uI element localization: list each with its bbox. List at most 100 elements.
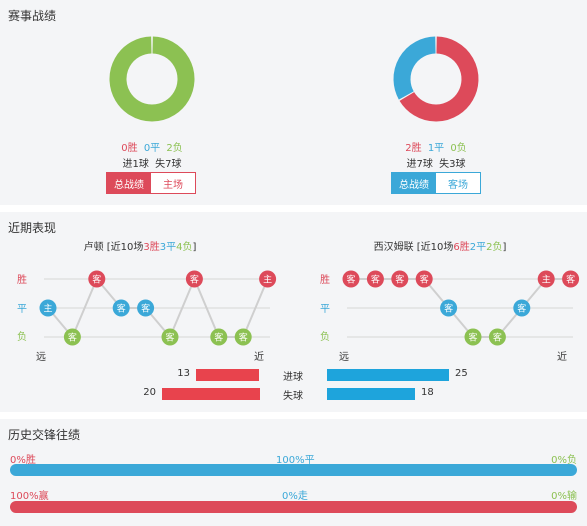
goals-conceded-label: 失球 bbox=[283, 391, 303, 402]
form-point-l bbox=[161, 328, 179, 346]
form-point-l bbox=[234, 328, 252, 346]
ring-segments bbox=[393, 36, 479, 122]
tab-away[interactable]: 客场 bbox=[436, 173, 480, 193]
form-line bbox=[351, 278, 571, 338]
axis-label-win: 胜 bbox=[320, 275, 330, 286]
form-point-label: 客 bbox=[68, 332, 77, 344]
axis-label-far: 远 bbox=[36, 352, 46, 363]
segment-win bbox=[10, 501, 577, 513]
form-point-w bbox=[537, 270, 555, 288]
left-record-tabs: 总战绩 主场 bbox=[106, 172, 196, 194]
left-goals-against: 失7球 bbox=[155, 159, 182, 170]
section-title: 近期表现 bbox=[8, 221, 57, 235]
right-record-ring bbox=[393, 36, 479, 122]
form-point-label: 客 bbox=[395, 274, 404, 286]
right-goals-for: 进7球 bbox=[406, 159, 433, 170]
segment-draw bbox=[10, 464, 577, 476]
form-point-w bbox=[366, 270, 384, 288]
form-point-d bbox=[513, 299, 531, 317]
axis-label-near: 近 bbox=[557, 352, 567, 363]
left-goals-for: 进1球 bbox=[122, 159, 149, 170]
form-point-label: 客 bbox=[92, 274, 101, 286]
form-point-label: 主 bbox=[263, 274, 272, 286]
axis-label-loss: 负 bbox=[17, 332, 27, 343]
form-point-d bbox=[39, 299, 57, 317]
form-point-w bbox=[88, 270, 106, 288]
form-point-w bbox=[562, 270, 580, 288]
right-record-summary: 2胜 1平 0负 bbox=[364, 139, 508, 154]
form-point-label: 客 bbox=[468, 332, 477, 344]
form-point-label: 客 bbox=[371, 274, 380, 286]
h2h-cover-push-pct: 0%走 bbox=[282, 491, 308, 502]
form-point-w bbox=[259, 270, 277, 288]
left-loss-count: 2负 bbox=[166, 143, 183, 154]
form-point-w bbox=[342, 270, 360, 288]
right-draw-count: 1平 bbox=[427, 143, 445, 154]
form-point-label: 客 bbox=[517, 303, 526, 315]
form-point-label: 客 bbox=[117, 303, 126, 315]
form-point-label: 客 bbox=[141, 303, 150, 315]
h2h-result-bar bbox=[10, 464, 577, 476]
form-point-d bbox=[440, 299, 458, 317]
form-point-l bbox=[488, 328, 506, 346]
h2h-cover-loss-pct: 0%输 bbox=[551, 491, 577, 502]
form-point-l bbox=[464, 328, 482, 346]
right-conceded-value: 18 bbox=[421, 387, 434, 398]
left-team-name: 卢顿 bbox=[83, 242, 104, 253]
form-point-label: 客 bbox=[346, 274, 355, 286]
form-point-label: 客 bbox=[190, 274, 199, 286]
form-point-label: 客 bbox=[239, 332, 248, 344]
recent-panel: 近期表现 卢顿 [近10场3胜3平4负] 西汉姆联 [近10场6胜2平2负] 胜… bbox=[0, 212, 587, 412]
left-conceded-bar bbox=[162, 388, 260, 400]
h2h-loss-pct: 0%负 bbox=[551, 455, 577, 466]
left-team-form-header: 卢顿 [近10场3胜3平4负] bbox=[83, 242, 197, 253]
recent-form-chart: 主客客客 客客客客 客主客客客客客客 客客主客 bbox=[39, 270, 580, 346]
right-team-name: 西汉姆联 bbox=[373, 242, 414, 253]
right-win-count: 2胜 bbox=[405, 143, 422, 154]
form-point-w bbox=[185, 270, 203, 288]
ring-segment-loss bbox=[109, 36, 195, 122]
left-record-ring bbox=[109, 36, 195, 122]
axis-label-loss: 负 bbox=[320, 332, 330, 343]
form-point-d bbox=[112, 299, 130, 317]
tab-overall[interactable]: 总战绩 bbox=[392, 173, 436, 193]
form-point-l bbox=[210, 328, 228, 346]
form-point-w bbox=[391, 270, 409, 288]
axis-label-draw: 平 bbox=[17, 304, 27, 315]
left-record-summary: 0胜 0平 2负 bbox=[80, 139, 224, 154]
ring-segment-win bbox=[399, 36, 479, 122]
left-scored-bar bbox=[196, 369, 260, 381]
left-draw-count: 0平 bbox=[143, 143, 161, 154]
record-panel: 赛事战绩 0胜 0平 2负 进1球 失7球 总战绩 主场 2胜 1平 0负 进7… bbox=[0, 0, 587, 205]
left-conceded-value: 20 bbox=[143, 387, 156, 398]
right-scored-value: 25 bbox=[455, 368, 468, 379]
form-point-label: 客 bbox=[493, 332, 502, 344]
form-point-label: 主 bbox=[542, 274, 551, 286]
form-point-label: 主 bbox=[43, 303, 52, 315]
form-point-label: 客 bbox=[420, 274, 429, 286]
section-title: 赛事战绩 bbox=[8, 9, 57, 23]
h2h-panel: 历史交锋往绩 0%胜 100%平 0%负 100%赢 0%走 0%输 bbox=[0, 419, 587, 526]
axis-label-near: 近 bbox=[254, 352, 264, 363]
ring-segment-draw bbox=[393, 36, 437, 100]
axis-label-draw: 平 bbox=[320, 304, 330, 315]
goals-scored-label: 进球 bbox=[283, 372, 303, 383]
right-record-tabs: 总战绩 客场 bbox=[391, 172, 481, 194]
left-scored-value: 13 bbox=[177, 368, 190, 379]
h2h-cover-bar bbox=[10, 501, 577, 513]
h2h-cover-win-pct: 100%赢 bbox=[10, 491, 49, 502]
right-team-form-header: 西汉姆联 [近10场6胜2平2负] bbox=[373, 242, 507, 253]
section-title: 历史交锋往绩 bbox=[8, 428, 81, 442]
tab-home[interactable]: 主场 bbox=[151, 173, 195, 193]
form-point-d bbox=[137, 299, 155, 317]
axis-label-win: 胜 bbox=[17, 275, 27, 286]
right-goals-summary: 进7球 失3球 bbox=[364, 155, 508, 170]
left-goals-summary: 进1球 失7球 bbox=[80, 155, 224, 170]
form-point-l bbox=[63, 328, 81, 346]
form-point-label: 客 bbox=[444, 303, 453, 315]
tab-overall[interactable]: 总战绩 bbox=[107, 173, 151, 193]
form-line bbox=[47, 276, 269, 339]
right-loss-count: 0负 bbox=[450, 143, 467, 154]
form-point-label: 客 bbox=[165, 332, 174, 344]
right-goals-against: 失3球 bbox=[439, 159, 466, 170]
